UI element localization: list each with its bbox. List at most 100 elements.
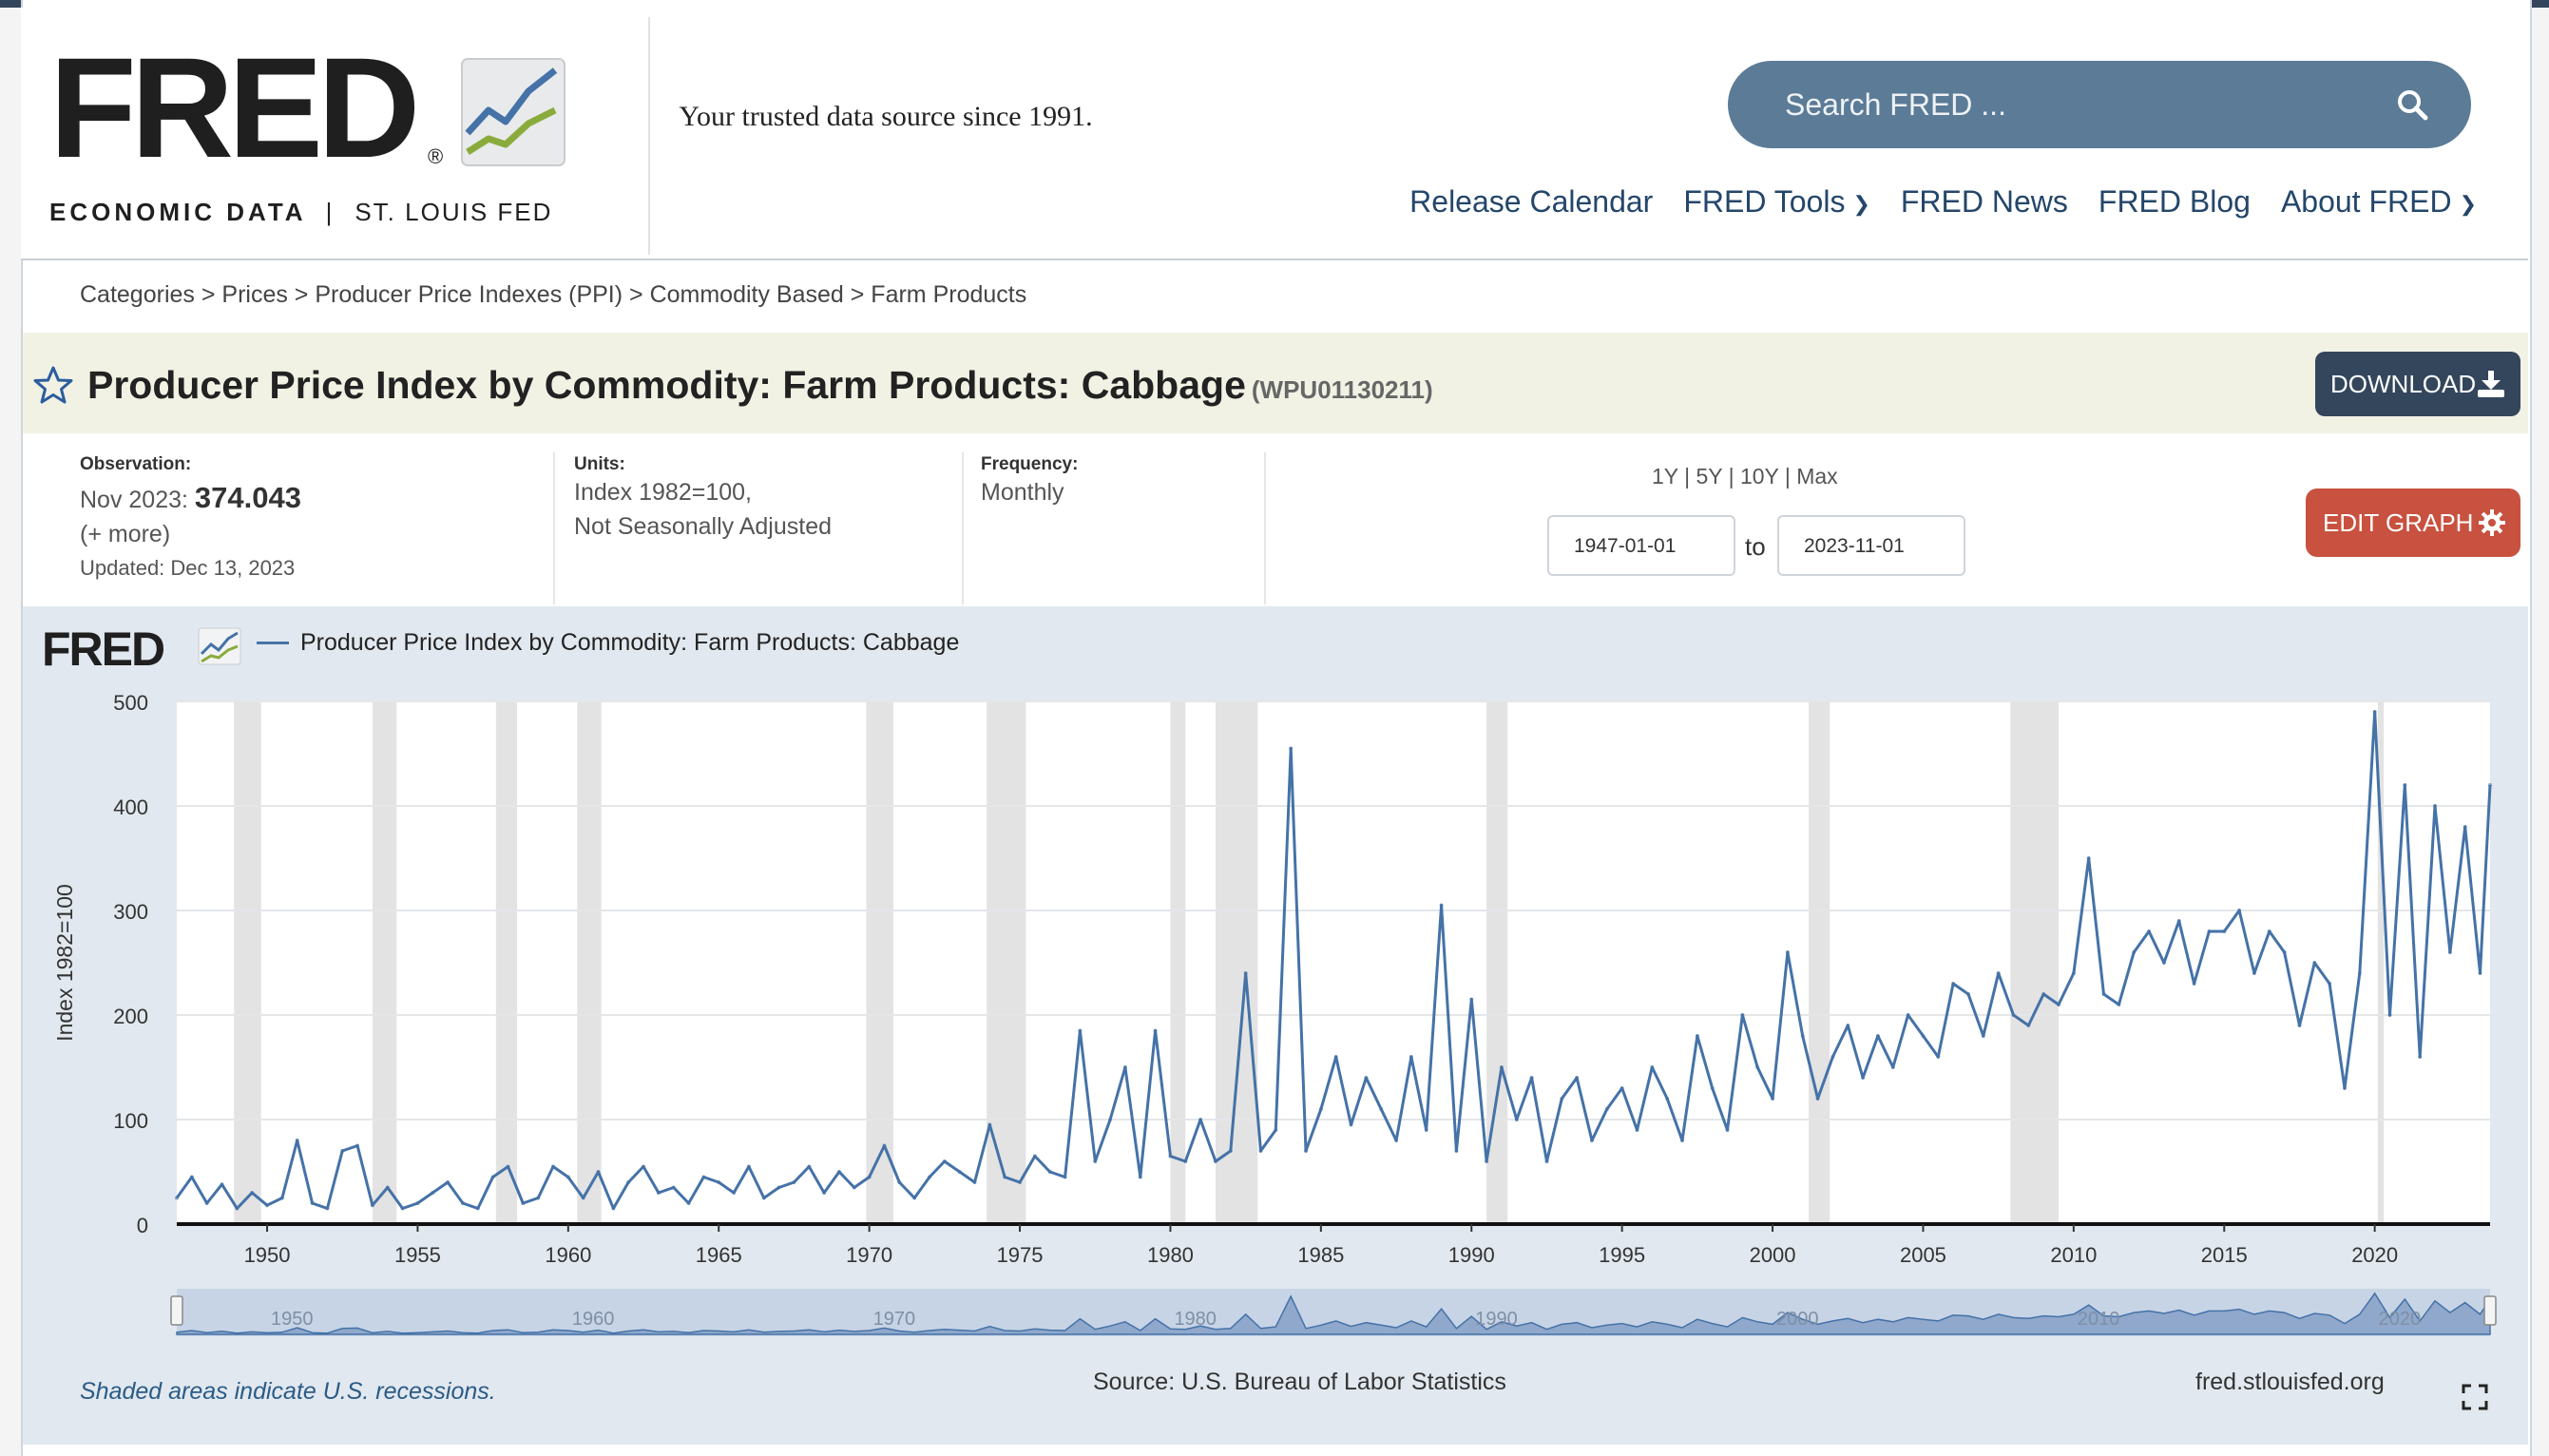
data-point xyxy=(310,1201,315,1205)
fullscreen-icon[interactable] xyxy=(2462,1384,2488,1410)
data-point xyxy=(189,1175,194,1179)
chart-legend[interactable]: Producer Price Index by Commodity: Farm … xyxy=(257,629,959,657)
data-point xyxy=(521,1201,526,1205)
nav-about-fred-label: About FRED xyxy=(2280,184,2452,219)
data-point xyxy=(1469,997,1474,1002)
data-point xyxy=(551,1164,556,1169)
data-point xyxy=(1198,1118,1203,1121)
data-point xyxy=(1228,1149,1233,1153)
data-point xyxy=(1168,1154,1173,1159)
gear-icon xyxy=(2479,509,2505,536)
observation-date: Nov 2023: xyxy=(80,487,188,513)
data-point xyxy=(776,1185,781,1190)
data-point xyxy=(1394,1139,1399,1142)
x-tick-label: 1990 xyxy=(1448,1243,1495,1267)
data-point xyxy=(175,1196,179,1200)
nav-fred-tools[interactable]: FRED Tools ❯ xyxy=(1683,184,1870,220)
y-tick-label: 400 xyxy=(113,795,148,819)
search-icon[interactable] xyxy=(2395,87,2429,122)
data-point xyxy=(957,1170,962,1174)
data-point xyxy=(355,1143,360,1148)
observation-label: Observation: xyxy=(80,454,192,474)
x-tick-label: 1950 xyxy=(244,1243,291,1267)
data-point xyxy=(867,1175,872,1179)
data-point xyxy=(2207,929,2212,933)
data-point xyxy=(2357,971,2362,975)
end-date-input[interactable]: 2023-11-01 xyxy=(1777,515,1965,576)
start-date-input[interactable]: 1947-01-01 xyxy=(1547,515,1735,576)
data-point xyxy=(1846,1024,1850,1027)
data-point xyxy=(611,1206,616,1211)
data-point xyxy=(204,1201,209,1205)
legend-label: Producer Price Index by Commodity: Farm … xyxy=(300,629,960,656)
data-point xyxy=(2372,710,2377,714)
data-point xyxy=(250,1191,255,1195)
data-point xyxy=(1619,1086,1624,1090)
data-point xyxy=(1695,1034,1699,1038)
data-point xyxy=(2312,961,2317,965)
data-point xyxy=(928,1175,932,1179)
site-url[interactable]: fred.stlouisfed.org xyxy=(2195,1369,2385,1395)
logo-sub-st-louis-fed: ST. LOUIS FED xyxy=(355,198,553,226)
data-point xyxy=(2488,783,2492,787)
data-point xyxy=(460,1201,465,1205)
data-point xyxy=(822,1191,827,1195)
chart-logo-icon xyxy=(198,627,241,665)
data-point xyxy=(686,1201,691,1205)
search-box[interactable]: Search FRED ... xyxy=(1728,61,2471,148)
logo-subtitle: ECONOMIC DATA | ST. LOUIS FED xyxy=(49,198,552,227)
data-point xyxy=(1890,1065,1895,1069)
data-point xyxy=(2147,929,2152,933)
star-icon[interactable] xyxy=(32,365,74,405)
data-point xyxy=(1183,1159,1188,1163)
navigator-handle-right[interactable] xyxy=(2483,1295,2497,1326)
logo-wordmark: FRED xyxy=(49,28,420,187)
download-button[interactable]: DOWNLOAD xyxy=(2315,352,2520,416)
data-point xyxy=(1213,1159,1217,1163)
data-point xyxy=(400,1206,405,1211)
data-point xyxy=(1379,1107,1384,1111)
edit-graph-button[interactable]: EDIT GRAPH xyxy=(2306,489,2520,557)
nav-fred-news[interactable]: FRED News xyxy=(1900,184,2068,219)
breadcrumb[interactable]: Categories > Prices > Producer Price Ind… xyxy=(80,281,1027,308)
y-tick-label: 300 xyxy=(113,900,148,924)
data-point xyxy=(1785,950,1790,954)
data-point xyxy=(701,1175,706,1179)
data-point xyxy=(325,1206,330,1211)
data-point xyxy=(1725,1128,1730,1132)
logo-chart-icon xyxy=(461,58,565,166)
data-point xyxy=(1424,1128,1428,1132)
recession-shading xyxy=(1809,701,1830,1224)
x-tick-label: 1970 xyxy=(846,1243,892,1267)
navigator-handle-left[interactable] xyxy=(170,1295,183,1326)
x-tick-label: 1965 xyxy=(696,1243,742,1267)
nav-about-fred[interactable]: About FRED ❯ xyxy=(2281,184,2477,220)
frequency-label: Frequency: xyxy=(981,454,1079,474)
fred-logo[interactable]: FRED ® ECONOMIC DATA | ST. LOUIS FED xyxy=(49,28,582,236)
data-point xyxy=(2297,1024,2302,1027)
range-links[interactable]: 1Y | 5Y | 10Y | Max xyxy=(1652,464,1838,489)
data-point xyxy=(2057,1003,2061,1006)
y-tick-label: 500 xyxy=(113,691,148,715)
search-input[interactable]: Search FRED ... xyxy=(1785,87,2006,122)
units-label: Units: xyxy=(574,454,625,474)
nav-fred-blog[interactable]: FRED Blog xyxy=(2098,184,2251,219)
data-point xyxy=(1138,1175,1142,1179)
nav-release-calendar[interactable]: Release Calendar xyxy=(1409,184,1654,219)
chart-svg[interactable]: 1950 1955 1960 1965 1970 1975 1980 1985 1990 1995… xyxy=(23,606,2528,1367)
data-point xyxy=(581,1196,585,1200)
data-point xyxy=(1018,1180,1023,1184)
data-point xyxy=(746,1164,751,1169)
data-point xyxy=(1003,1175,1007,1179)
data-point xyxy=(2478,971,2482,975)
more-link[interactable]: (+ more) xyxy=(80,521,171,547)
data-point xyxy=(656,1191,661,1195)
data-point xyxy=(2282,950,2287,954)
data-point xyxy=(1439,903,1444,908)
data-point xyxy=(2463,825,2467,829)
data-point xyxy=(596,1170,601,1174)
logo-sub-economic-data: ECONOMIC DATA xyxy=(49,198,307,226)
series-metadata: Observation: Nov 2023: 374.043 (+ more) … xyxy=(23,433,2528,606)
data-point xyxy=(1318,1107,1323,1111)
data-point xyxy=(1830,1055,1835,1059)
